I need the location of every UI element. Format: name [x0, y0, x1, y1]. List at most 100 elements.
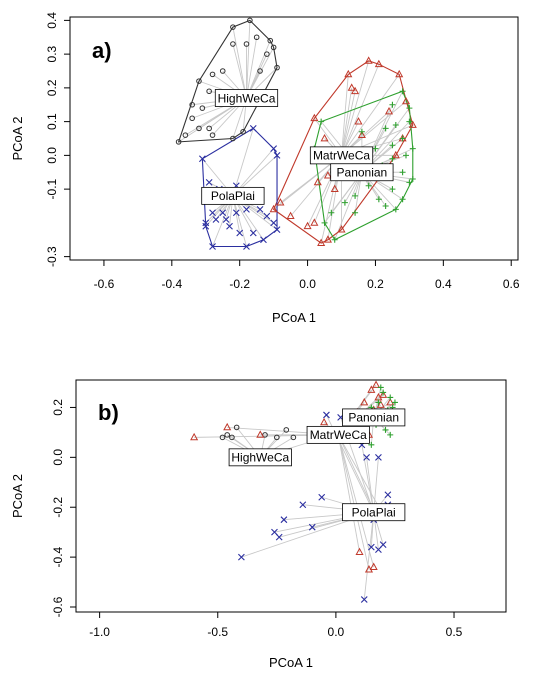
point-Panonian [352, 192, 359, 199]
point-PolaPlai [219, 209, 227, 217]
point-HighWeCa [233, 424, 240, 431]
group-label-box [342, 408, 406, 427]
point-Panonian [387, 431, 394, 438]
point-PolaPlai [205, 178, 213, 186]
point-Panonian [399, 169, 406, 176]
spider-line [232, 27, 247, 99]
point-HighWeCa [224, 432, 231, 438]
point-MatrWeCa [372, 380, 381, 388]
group-label: PolaPlai [211, 189, 255, 203]
point-Panonian [365, 182, 372, 189]
point-PolaPlai [212, 216, 220, 223]
group-label: Panonian [348, 411, 399, 425]
point-PolaPlai [198, 155, 206, 163]
point-PolaPlai [273, 226, 281, 234]
group-label: PolaPlai [352, 506, 396, 520]
point-Panonian [392, 122, 399, 128]
point-HighWeCa [243, 41, 250, 47]
point-PolaPlai [323, 411, 330, 419]
point-PolaPlai [270, 219, 278, 227]
point-PolaPlai [363, 453, 370, 461]
point-MatrWeCa [376, 400, 385, 408]
point-Panonian [331, 236, 338, 243]
point-Panonian [406, 179, 413, 186]
point-HighWeCa [253, 34, 260, 41]
point-MatrWeCa [303, 221, 312, 230]
chart-panel-1: HighWeCa MatrWeCa Panonian PolaPlai -0.6 -0.4… [10, 12, 520, 325]
group-label-box [306, 425, 370, 444]
series-HighWeCa [175, 17, 280, 145]
y-tick-label: -0.1 [45, 178, 59, 199]
spider-line [341, 74, 400, 156]
point-PolaPlai [308, 523, 316, 531]
x-tick-label: -0.2 [229, 277, 250, 291]
point-MatrWeCa [320, 417, 329, 426]
point-MatrWeCa [323, 171, 332, 179]
y-tick-label: 0.0 [45, 147, 59, 164]
spider-line [232, 128, 254, 197]
point-Panonian [389, 186, 396, 193]
point-HighWeCa [189, 115, 195, 122]
point-Panonian [409, 176, 416, 182]
point-MatrWeCa [384, 106, 394, 115]
point-HighWeCa [274, 64, 280, 71]
point-MatrWeCa [364, 56, 373, 64]
y-tick-label: 0.3 [45, 45, 59, 62]
point-MatrWeCa [317, 238, 326, 247]
point-MatrWeCa [379, 390, 388, 398]
point-HighWeCa [196, 78, 202, 84]
point-HighWeCa [230, 24, 236, 30]
y-axis-title: PCoA 2 [10, 116, 25, 160]
point-PolaPlai [222, 216, 230, 223]
panel-label: a) [92, 38, 112, 63]
point-HighWeCa [196, 125, 202, 132]
point-MatrWeCa [355, 547, 364, 556]
point-Panonian [399, 88, 406, 95]
point-HighWeCa [209, 132, 216, 138]
point-MatrWeCa [276, 198, 285, 206]
x-tick-label: 0.6 [503, 277, 520, 291]
point-HighWeCa [230, 41, 236, 47]
point-PolaPlai [270, 145, 278, 153]
y-tick-label: -0.2 [51, 497, 65, 518]
group-label: HighWeCa [218, 91, 276, 105]
point-HighWeCa [240, 128, 246, 135]
point-MatrWeCa [323, 235, 332, 243]
point-MatrWeCa [351, 86, 360, 95]
point-PolaPlai [260, 236, 267, 244]
point-MatrWeCa [369, 562, 378, 570]
point-Panonian [352, 209, 359, 216]
point-PolaPlai [256, 205, 264, 213]
spider-line [337, 434, 375, 568]
point-MatrWeCa [310, 218, 319, 226]
point-PolaPlai [379, 541, 387, 549]
point-PolaPlai [375, 453, 382, 461]
point-MatrWeCa [313, 177, 322, 186]
y-tick-label: 0.0 [51, 449, 65, 466]
point-MatrWeCa [256, 430, 265, 438]
x-tick-label: -1.0 [89, 625, 110, 639]
point-Panonian [377, 384, 384, 391]
group-label-box [228, 448, 292, 467]
point-MatrWeCa [386, 397, 395, 406]
spider-line [341, 60, 370, 156]
group-label-box [201, 186, 265, 205]
point-HighWeCa [175, 139, 182, 145]
x-tick-label: -0.4 [161, 277, 182, 291]
point-Panonian [368, 441, 375, 448]
point-HighWeCa [247, 17, 253, 24]
spider-line [334, 172, 363, 240]
point-PolaPlai [249, 124, 257, 132]
x-tick-label: 0.0 [299, 277, 316, 291]
point-Panonian [328, 209, 335, 216]
point-HighWeCa [274, 434, 280, 441]
point-MatrWeCa [367, 385, 376, 393]
group-label: MatrWeCa [310, 428, 367, 442]
chart-panel-2: HighWeCa MatrWeCa Panonian PolaPlai -1.0 -0.5… [10, 379, 507, 670]
point-Panonian [391, 399, 398, 406]
point-HighWeCa [219, 68, 226, 74]
point-PolaPlai [318, 493, 326, 501]
hulls [177, 19, 414, 248]
x-axis-title: PCoA 1 [269, 655, 313, 670]
